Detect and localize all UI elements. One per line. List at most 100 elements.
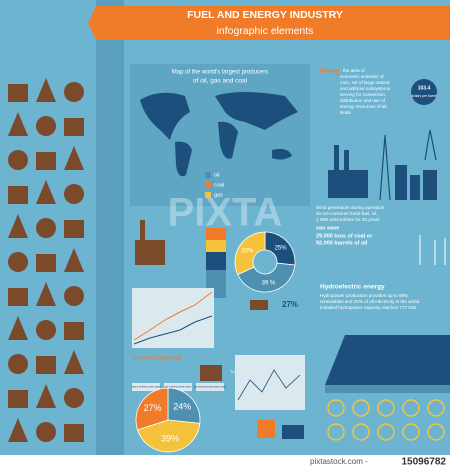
type-label: gas turbine power plant: [165, 385, 192, 389]
legend-swatch: [205, 192, 211, 198]
icon: [36, 254, 56, 272]
icon-circle: [402, 423, 420, 441]
dam: [325, 335, 450, 385]
map-title: Map of the world's largest producers: [172, 70, 269, 76]
text-line: and artificial subsystems: [340, 86, 391, 91]
text-line: Wind generators during operation: [316, 205, 385, 210]
legend-label: oil: [214, 172, 220, 178]
text-line: energy resources of all: [340, 104, 386, 109]
vertical-strip: [96, 0, 124, 455]
hydro-title: Hydroelectric energy: [320, 284, 385, 291]
header-ribbon: [88, 6, 450, 40]
wind-line: 29.000 tons of coal or: [316, 233, 373, 239]
icon-circle: [352, 423, 370, 441]
icon: [8, 418, 28, 442]
type-box: [164, 383, 192, 391]
icon: [8, 288, 28, 306]
icon: [64, 248, 84, 272]
pie-slice: [135, 387, 169, 431]
legend-label: coal: [214, 182, 224, 188]
icon: [36, 356, 56, 374]
icon: [64, 82, 84, 102]
text-line: economic activities of: [340, 74, 384, 79]
mine-label: 27%: [282, 300, 298, 309]
stacked-bar: [206, 228, 226, 298]
type-box: [132, 383, 160, 391]
icon-grid: [327, 399, 445, 441]
icon: [64, 350, 84, 374]
icon-circle: [402, 399, 420, 417]
icon-circle: [327, 423, 345, 441]
icon: [8, 214, 28, 238]
legend-swatch: [205, 172, 211, 178]
text-line: kinds.: [340, 110, 352, 115]
wind-line: 92.000 barrels of oil: [316, 240, 368, 246]
watermark: PIXTA: [168, 191, 283, 235]
pie-slice: [167, 387, 201, 424]
pie-label: 25%: [275, 245, 288, 251]
icon: [36, 180, 56, 204]
icon: [8, 186, 28, 204]
text-line: do not consume fossil fuel, oil.: [316, 211, 378, 216]
price-unit: dollars per barrel: [411, 94, 437, 98]
text-line: serving for conversion,: [340, 92, 386, 97]
icon: [64, 286, 84, 306]
pie-label: 39 %: [262, 280, 276, 286]
world-map: [140, 92, 298, 177]
wind-highlight: can save: [316, 225, 339, 231]
pie-slice: [237, 262, 296, 293]
thermal-plant-icon: [200, 365, 222, 381]
icon: [8, 150, 28, 170]
text-line: Hydropower production provides up to 88%: [320, 293, 408, 298]
pie-label: 30%: [241, 248, 254, 254]
footer-band: [0, 455, 450, 469]
icon-circle: [377, 423, 395, 441]
icon: [64, 322, 84, 340]
icon-circle: [377, 399, 395, 417]
line-chart: [132, 288, 214, 348]
mine-cart: [250, 300, 268, 310]
icon-circle: [427, 399, 445, 417]
icon: [8, 112, 28, 136]
footer-id: 15096782: [402, 457, 447, 468]
energy-term: Energy: [320, 69, 341, 75]
icon: [8, 84, 28, 102]
icon: [36, 152, 56, 170]
icon: [8, 390, 28, 408]
pie-label: 24%: [173, 402, 191, 412]
icon: [36, 116, 56, 136]
map-title-line2: of oil, gas and coal: [193, 78, 248, 85]
icon: [8, 354, 28, 374]
text-line: 1 MW wind turbine for 20 years: [316, 217, 380, 222]
factory: [135, 220, 165, 265]
type-label: combined-cycle power plant: [194, 385, 226, 389]
wind-turbines: [419, 235, 446, 265]
icon: [64, 184, 84, 204]
pie-slice: [137, 419, 201, 453]
thermal-title: Thermal Engineering: [132, 355, 182, 361]
icon: [36, 422, 56, 442]
text-line: - the area of: [340, 68, 365, 73]
legend-swatch: [205, 182, 211, 188]
price-value: 103.4: [418, 85, 431, 91]
icon-column: [8, 78, 84, 442]
power-plants: [328, 129, 437, 201]
text-line: man, set of large natural: [340, 80, 390, 85]
line-chart-2: [235, 355, 305, 410]
icon: [36, 78, 56, 102]
title: FUEL AND ENERGY INDUSTRY: [187, 9, 343, 21]
type-box: [196, 383, 224, 391]
icon-circle: [427, 423, 445, 441]
legend-label: gas: [214, 192, 223, 198]
subtitle: infographic elements: [217, 25, 314, 37]
icon: [64, 220, 84, 238]
icon: [64, 118, 84, 136]
icon: [36, 282, 56, 306]
icon-circle: [352, 399, 370, 417]
pie-slice: [234, 231, 266, 276]
footer-site: pixtastock.com -: [310, 457, 368, 466]
icon: [8, 252, 28, 272]
icon: [36, 218, 56, 238]
icon: [8, 316, 28, 340]
